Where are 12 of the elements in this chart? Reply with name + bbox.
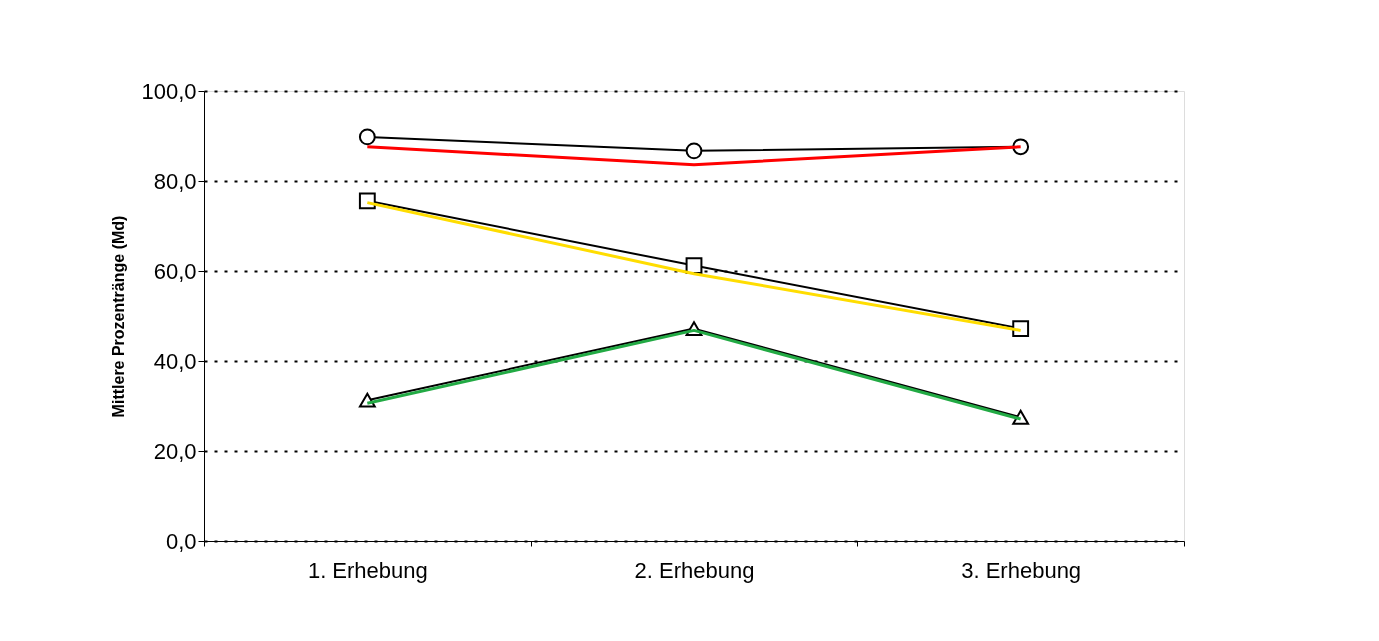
- y-tick-label: 0,0: [165, 528, 197, 554]
- y-axis-title: Mittlere Prozentränge (Md): [110, 215, 128, 418]
- y-tick-label: 80,0: [153, 168, 197, 194]
- x-tick-label: 1. Erhebung: [307, 557, 428, 583]
- y-tick-label: 60,0: [153, 258, 197, 284]
- y-tick-label: 20,0: [153, 438, 197, 464]
- x-tick-label: 2. Erhebung: [634, 557, 755, 583]
- y-tick-label: 100,0: [141, 78, 197, 104]
- point: [685, 142, 703, 160]
- point: [358, 128, 376, 146]
- y-tick-label: 40,0: [153, 348, 197, 374]
- x-tick-label: 3. Erhebung: [961, 557, 1082, 583]
